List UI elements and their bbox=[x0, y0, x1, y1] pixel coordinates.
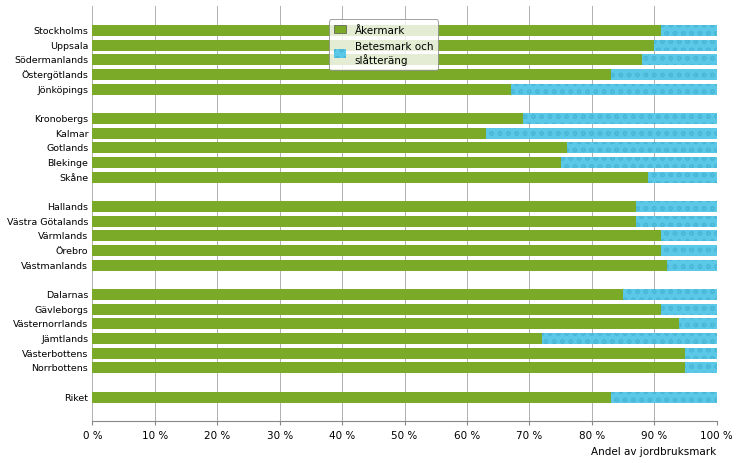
Legend: Åkermark, Betesmark och
slåtteräng: Åkermark, Betesmark och slåtteräng bbox=[329, 20, 438, 71]
Bar bbox=[661, 245, 716, 257]
Bar bbox=[92, 84, 511, 95]
Bar bbox=[92, 113, 523, 125]
Bar bbox=[92, 231, 661, 242]
Bar bbox=[661, 26, 716, 37]
Bar bbox=[661, 231, 716, 242]
Bar bbox=[511, 84, 716, 95]
Bar bbox=[636, 216, 716, 227]
Bar bbox=[654, 40, 716, 51]
Bar bbox=[561, 157, 716, 169]
Bar bbox=[610, 70, 716, 81]
Bar bbox=[642, 55, 716, 66]
Bar bbox=[648, 172, 716, 183]
Bar bbox=[92, 304, 661, 315]
Bar bbox=[92, 348, 685, 359]
Bar bbox=[92, 363, 685, 374]
Bar bbox=[92, 260, 667, 271]
Bar bbox=[92, 26, 661, 37]
Bar bbox=[679, 319, 716, 330]
Bar bbox=[92, 216, 636, 227]
Bar bbox=[92, 55, 642, 66]
Bar bbox=[92, 128, 485, 139]
Bar bbox=[92, 157, 561, 169]
Bar bbox=[92, 392, 610, 403]
Bar bbox=[542, 333, 716, 344]
Bar bbox=[567, 143, 716, 154]
Bar bbox=[92, 172, 648, 183]
Bar bbox=[92, 289, 623, 300]
Bar bbox=[636, 201, 716, 213]
Bar bbox=[623, 289, 716, 300]
Bar bbox=[92, 201, 636, 213]
Bar bbox=[92, 70, 610, 81]
Bar bbox=[667, 260, 716, 271]
Bar bbox=[92, 40, 654, 51]
Bar bbox=[485, 128, 716, 139]
Bar bbox=[523, 113, 716, 125]
Bar bbox=[610, 392, 716, 403]
Bar bbox=[92, 319, 679, 330]
Bar bbox=[685, 348, 716, 359]
Bar bbox=[92, 245, 661, 257]
Bar bbox=[661, 304, 716, 315]
Bar bbox=[92, 143, 567, 154]
X-axis label: Andel av jordbruksmark: Andel av jordbruksmark bbox=[591, 446, 716, 456]
Bar bbox=[92, 333, 542, 344]
Bar bbox=[685, 363, 716, 374]
